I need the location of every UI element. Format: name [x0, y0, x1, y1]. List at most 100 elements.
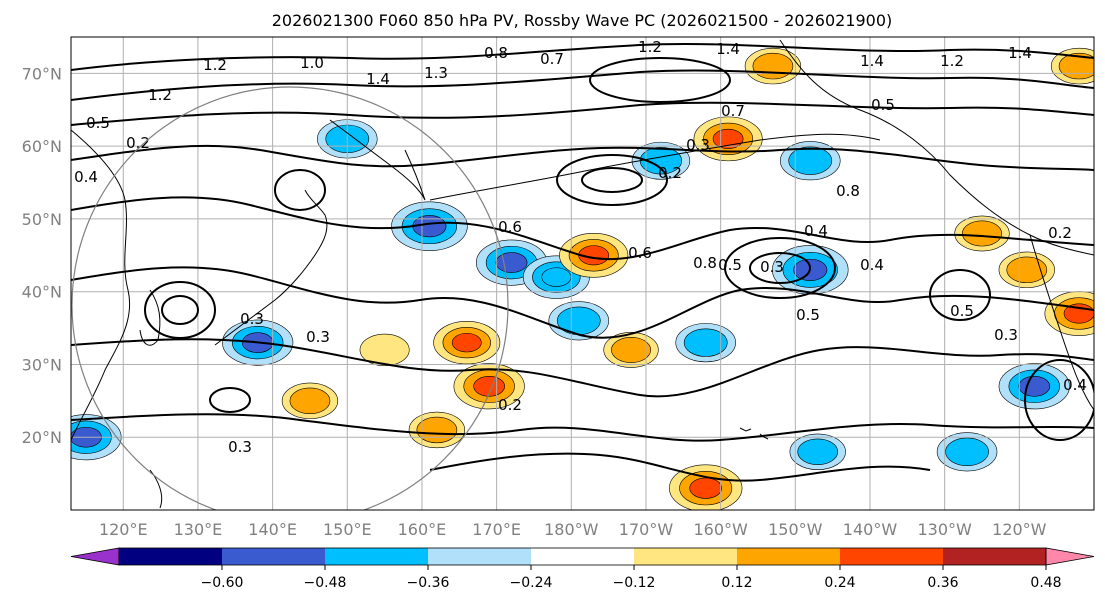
- contour-label: 0.7: [540, 50, 564, 68]
- lon-tick-label: 150°W: [768, 520, 823, 539]
- anomaly-mark-1: [495, 252, 528, 273]
- contour-label: 1.3: [424, 64, 448, 82]
- colorbar-tick-label: −0.60: [201, 575, 244, 591]
- coastline-japan: [214, 189, 328, 346]
- anomaly-mark-10: [683, 328, 728, 357]
- colorbar-tick-label: 0.36: [927, 575, 958, 591]
- anomaly-mark-21: [752, 52, 794, 80]
- contour-label: 0.5: [718, 256, 742, 274]
- contour-label: 0.8: [836, 182, 860, 200]
- colorbar-segment: [840, 548, 943, 565]
- contour-label: 0.3: [994, 326, 1018, 344]
- lon-tick-label: 170°E: [472, 520, 521, 539]
- contour-label: 0.5: [950, 302, 974, 320]
- contour-label: 1.4: [1008, 44, 1032, 62]
- contour-label: 0.4: [74, 168, 98, 186]
- contour-label: 1.2: [203, 56, 227, 74]
- colorbar: −0.60 −0.48 −0.36 −0.24 −0.12 0.12 0.24 0.36 0.4…: [70, 547, 1095, 591]
- anomaly-mark-26: [611, 336, 651, 363]
- lat-tick-label: 40°N: [22, 283, 62, 302]
- colorbar-extend-low: [70, 547, 120, 566]
- contour-label: 0.3: [240, 310, 264, 328]
- colorbar-tick-label: −0.24: [510, 575, 553, 591]
- contour-line: [71, 69, 1094, 101]
- coastline-north-america: [1029, 234, 1094, 411]
- contour-label: 0.8: [484, 44, 508, 62]
- contour-closed: [161, 295, 199, 325]
- contour-line: [71, 196, 1094, 260]
- anomaly-mark-11: [1018, 376, 1051, 397]
- lon-tick-label: 130°W: [917, 520, 972, 539]
- colorbar-frame: [118, 547, 1047, 566]
- contour-closed: [749, 252, 811, 284]
- contour-closed: [724, 237, 836, 299]
- anomaly-mark-6: [788, 146, 833, 175]
- lon-tick-label: 160°E: [398, 520, 447, 539]
- contour-label: 0.8: [693, 254, 717, 272]
- contour-label: 1.4: [716, 40, 740, 58]
- contour-label: 0.5: [871, 96, 895, 114]
- coastline-kamchatka: [329, 119, 426, 201]
- coastline-aleutians: [429, 133, 881, 201]
- longitude-tick-labels: 120°E 130°E 140°E 150°E 160°E 170°E 180°W 170°W…: [99, 520, 1047, 539]
- contour-label: 0.3: [228, 438, 252, 456]
- coastline-asia: [71, 129, 131, 441]
- contour-label: 1.2: [638, 38, 662, 56]
- map-frame: [70, 36, 1095, 511]
- contour-label: 1.0: [300, 54, 324, 72]
- colorbar-segment: [943, 548, 1046, 565]
- colorbar-segment: [325, 548, 428, 565]
- lat-tick-label: 30°N: [22, 355, 62, 374]
- contour-label: 0.3: [760, 258, 784, 276]
- colorbar-tick-label: 0.24: [824, 575, 855, 591]
- contour-closed: [589, 57, 731, 103]
- contour-closed: [144, 281, 216, 339]
- lon-tick-label: 180°W: [544, 520, 599, 539]
- lon-tick-label: 160°W: [693, 520, 748, 539]
- colorbar-segment: [222, 548, 325, 565]
- colorbar-segment: [531, 548, 634, 565]
- contour-label: 0.2: [658, 164, 682, 182]
- anomaly-mark-25: [962, 220, 1002, 247]
- contour-line: [71, 144, 1094, 171]
- anomaly-mark-27: [359, 333, 410, 367]
- contour-label: 0.6: [628, 244, 652, 262]
- contour-label: 1.2: [148, 86, 172, 104]
- colorbar-tick-label: 0.48: [1030, 575, 1061, 591]
- colorbar-segment: [634, 548, 737, 565]
- colorbar-tick-label: −0.12: [613, 575, 656, 591]
- lat-tick-label: 50°N: [22, 210, 62, 229]
- contour-closed: [1024, 359, 1094, 441]
- lon-tick-label: 170°W: [619, 520, 674, 539]
- coastline-hawaii: [739, 427, 769, 440]
- anomaly-mark-2: [541, 267, 572, 287]
- anomaly-mark-13: [797, 438, 839, 465]
- contour-label: 1.2: [940, 52, 964, 70]
- contour-line: [71, 42, 1094, 71]
- anomaly-mark-22: [1058, 52, 1094, 80]
- contour-label: 0.6: [498, 218, 522, 236]
- contour-line: [71, 413, 1094, 442]
- contour-line: [429, 452, 931, 482]
- colorbar-tick-label: −0.36: [407, 575, 450, 591]
- reference-circle: [71, 86, 509, 510]
- anomaly-mark-18: [289, 387, 331, 415]
- lat-tick-label: 20°N: [22, 428, 62, 447]
- anomaly-mark-19: [416, 416, 458, 444]
- contour-label: 0.5: [86, 114, 110, 132]
- contour-label: 0.4: [804, 222, 828, 240]
- lon-tick-label: 140°E: [248, 520, 297, 539]
- coastline-philippines: [149, 469, 163, 509]
- contour-closed: [556, 154, 668, 206]
- lon-tick-label: 150°E: [323, 520, 372, 539]
- pv-anomaly-shading: [71, 47, 1094, 510]
- contour-label: 1.4: [860, 52, 884, 70]
- contour-line: [71, 101, 1094, 126]
- contour-label: 0.4: [1063, 376, 1087, 394]
- colorbar-tick-label: 0.12: [721, 575, 752, 591]
- contour-label: 0.2: [498, 396, 522, 414]
- colorbar-extend-high: [1045, 547, 1095, 566]
- lat-tick-label: 60°N: [22, 137, 62, 156]
- colorbar-segment: [119, 548, 222, 565]
